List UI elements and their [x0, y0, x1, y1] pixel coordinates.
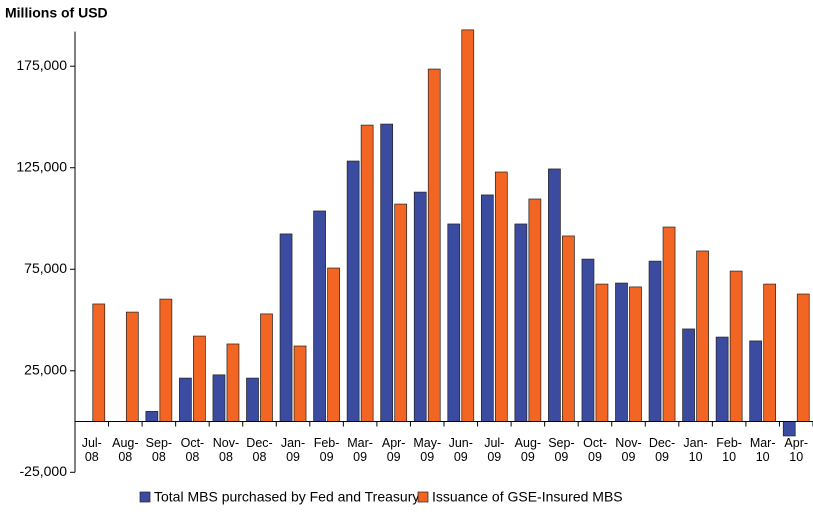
- bar: [159, 298, 173, 422]
- bar: [260, 313, 273, 422]
- x-tick-label: Jun- 09: [448, 435, 473, 464]
- bar: [293, 345, 307, 422]
- bar: [749, 340, 763, 422]
- legend-label: Issuance of GSE-Insured MBS: [432, 489, 623, 505]
- bar: [562, 235, 575, 422]
- bar: [796, 293, 810, 422]
- y-tick-label: 75,000: [24, 260, 67, 276]
- x-tick-label: Dec- 08: [246, 435, 273, 464]
- bar: [145, 411, 159, 422]
- bar: [92, 303, 106, 422]
- bar: [782, 421, 796, 437]
- bar: [193, 335, 206, 422]
- x-tick-label: Mar- 10: [749, 435, 776, 464]
- bar: [346, 160, 360, 422]
- bar: [360, 124, 374, 422]
- y-tick-label: 25,000: [24, 361, 67, 377]
- bar: [763, 283, 777, 422]
- x-tick-label: Feb- 09: [313, 435, 340, 464]
- bar: [447, 223, 461, 422]
- bar: [595, 283, 609, 422]
- legend-label: Total MBS purchased by Fed and Treasury: [154, 489, 419, 505]
- x-tick-label: Apr- 10: [784, 435, 809, 464]
- bar: [696, 250, 709, 422]
- legend-swatch: [139, 491, 151, 503]
- bar: [427, 68, 441, 422]
- x-tick-label: May- 09: [413, 435, 442, 464]
- bar: [480, 194, 494, 422]
- bar: [179, 377, 192, 422]
- bar: [226, 343, 240, 422]
- bar: [581, 258, 595, 422]
- bar: [528, 198, 542, 422]
- x-tick-label: Apr- 09: [381, 435, 406, 464]
- bar: [629, 286, 642, 422]
- x-tick-label: Dec- 09: [648, 435, 676, 464]
- bar: [494, 171, 508, 422]
- bar: [615, 282, 628, 422]
- x-tick-label: Jul- 08: [81, 435, 102, 464]
- x-tick-label: Nov- 09: [615, 435, 642, 464]
- x-tick-label: Oct- 08: [180, 435, 205, 464]
- y-tick-label: 175,000: [16, 57, 67, 73]
- x-tick-label: Jan- 10: [683, 435, 708, 464]
- x-tick-label: Sep- 09: [548, 435, 575, 464]
- bar: [212, 374, 226, 422]
- bar: [313, 210, 326, 422]
- bar: [514, 223, 528, 422]
- bar: [413, 191, 427, 422]
- bar: [729, 270, 743, 422]
- x-tick-label: Feb- 10: [716, 435, 742, 464]
- y-tick-label: 125,000: [16, 158, 67, 174]
- x-tick-label: Oct- 09: [583, 435, 607, 464]
- x-tick-label: Sep- 08: [145, 435, 173, 464]
- bar: [461, 29, 475, 422]
- bar: [246, 377, 259, 422]
- x-tick-label: Jul- 09: [484, 435, 505, 464]
- bar: [682, 328, 695, 422]
- bar: [662, 226, 676, 422]
- bar: [125, 311, 139, 422]
- bar: [279, 233, 293, 422]
- x-tick-label: Aug- 09: [514, 435, 542, 464]
- x-tick-label: Jan- 09: [280, 435, 306, 464]
- x-tick-label: Nov- 08: [212, 435, 240, 464]
- bar: [380, 123, 394, 422]
- bar: [715, 336, 729, 422]
- bar: [648, 260, 662, 422]
- bar: [394, 203, 408, 422]
- legend-swatch: [417, 491, 429, 503]
- y-tick-label: -25,000: [20, 463, 68, 479]
- bar: [327, 267, 340, 422]
- x-tick-label: Aug- 08: [112, 435, 139, 464]
- x-tick-label: Mar- 09: [347, 435, 373, 464]
- bar: [548, 168, 561, 422]
- y-axis-title: Millions of USD: [5, 5, 108, 21]
